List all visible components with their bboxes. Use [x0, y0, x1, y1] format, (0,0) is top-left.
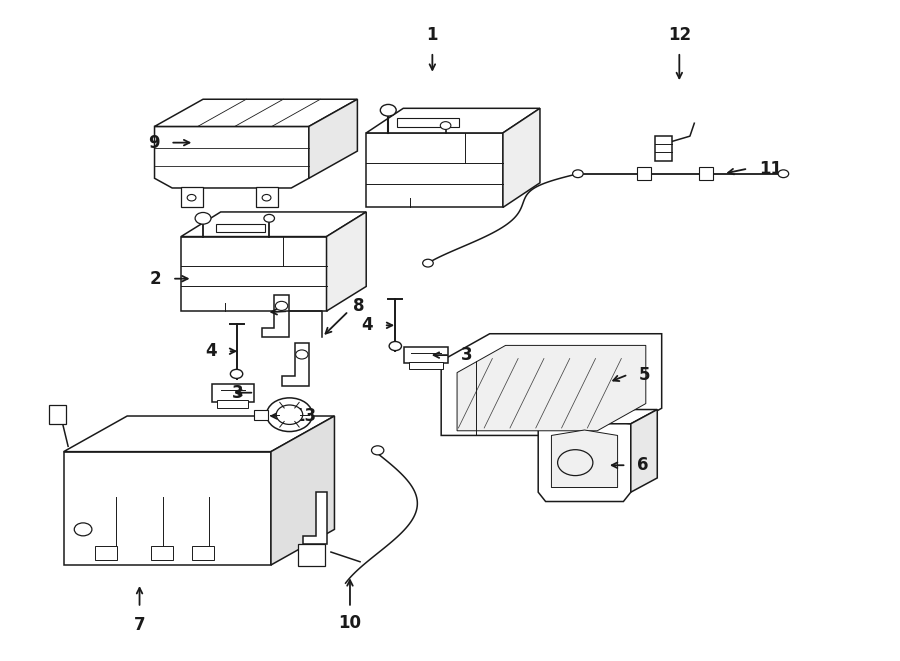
Bar	[637, 167, 651, 180]
Polygon shape	[552, 430, 617, 488]
Polygon shape	[366, 133, 503, 208]
Circle shape	[572, 170, 583, 178]
Text: 10: 10	[338, 614, 362, 632]
Bar	[217, 401, 248, 408]
Circle shape	[195, 212, 211, 224]
Text: 6: 6	[637, 456, 649, 474]
Circle shape	[372, 446, 383, 455]
Circle shape	[389, 342, 401, 350]
Polygon shape	[538, 418, 631, 502]
Text: 11: 11	[759, 159, 782, 178]
Circle shape	[276, 405, 302, 424]
Text: 8: 8	[353, 297, 364, 315]
Polygon shape	[64, 416, 335, 451]
Bar	[181, 186, 203, 208]
Circle shape	[440, 122, 451, 130]
Bar	[256, 186, 278, 208]
Text: 4: 4	[205, 342, 217, 360]
Polygon shape	[262, 295, 289, 337]
Bar	[94, 545, 117, 560]
Polygon shape	[457, 346, 646, 431]
Circle shape	[778, 170, 788, 178]
Polygon shape	[155, 99, 357, 126]
Polygon shape	[181, 212, 366, 237]
Bar	[404, 346, 448, 363]
Polygon shape	[327, 212, 366, 311]
Circle shape	[230, 369, 243, 379]
Bar	[298, 543, 325, 566]
Polygon shape	[271, 416, 335, 565]
Polygon shape	[441, 334, 662, 436]
Polygon shape	[309, 99, 357, 178]
Text: 9: 9	[148, 134, 160, 151]
Text: 1: 1	[427, 26, 438, 44]
Text: 5: 5	[639, 366, 650, 383]
Text: 12: 12	[668, 26, 691, 44]
Bar	[410, 362, 443, 369]
Text: 2: 2	[150, 270, 162, 288]
Text: 4: 4	[362, 317, 374, 334]
Polygon shape	[631, 410, 657, 492]
Text: 7: 7	[134, 615, 145, 633]
Bar	[49, 405, 67, 424]
Polygon shape	[155, 126, 309, 188]
Bar	[397, 118, 459, 127]
Circle shape	[423, 259, 433, 267]
Bar	[654, 136, 672, 161]
Polygon shape	[64, 451, 271, 565]
Text: 3: 3	[232, 383, 244, 402]
Circle shape	[381, 104, 396, 116]
Polygon shape	[302, 492, 328, 544]
Circle shape	[75, 523, 92, 536]
Polygon shape	[181, 237, 327, 311]
Circle shape	[295, 350, 308, 359]
Bar	[193, 545, 214, 560]
Bar	[698, 167, 713, 180]
Bar	[216, 224, 265, 231]
Polygon shape	[366, 108, 540, 133]
Text: 13: 13	[293, 407, 316, 425]
Bar	[212, 383, 254, 402]
Text: 3: 3	[461, 346, 472, 364]
Bar	[150, 545, 173, 560]
Circle shape	[266, 398, 312, 432]
Polygon shape	[538, 410, 657, 424]
Polygon shape	[283, 344, 309, 385]
Circle shape	[264, 214, 274, 222]
Polygon shape	[503, 108, 540, 208]
Circle shape	[275, 301, 288, 311]
Bar	[254, 410, 268, 420]
